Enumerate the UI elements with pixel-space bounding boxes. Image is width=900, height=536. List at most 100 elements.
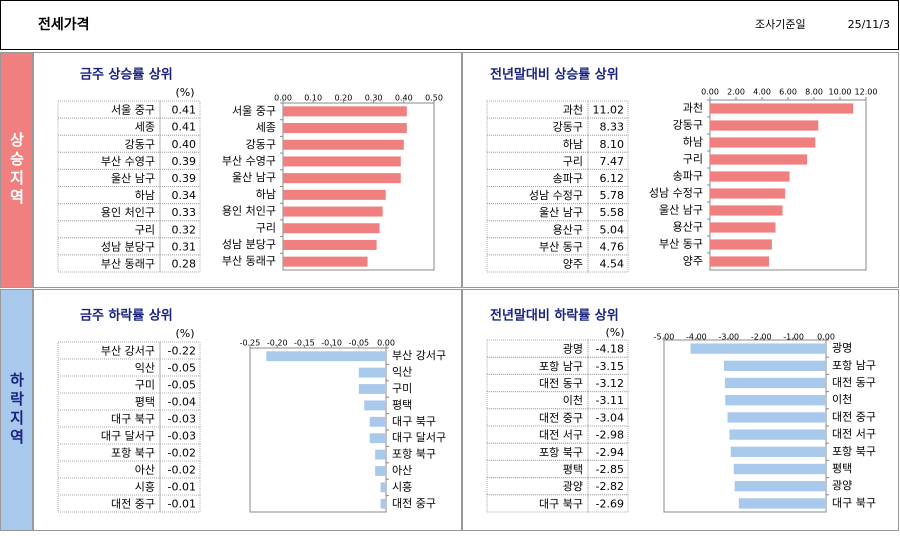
table-cell xyxy=(587,100,629,119)
table-value: 0.31 xyxy=(172,240,197,253)
category-label: 용인 처인구 xyxy=(222,205,276,218)
header-box xyxy=(0,0,899,50)
bar xyxy=(710,205,783,216)
table-region: 과천 xyxy=(563,103,583,117)
table-value: 6.12 xyxy=(600,172,625,185)
table-cell xyxy=(587,442,629,461)
table-region: 대전 중구 xyxy=(111,498,155,511)
panel xyxy=(462,289,899,531)
category-label: 구리 xyxy=(683,153,703,166)
chart-title: 금주 하락률 상위 xyxy=(80,308,173,324)
table-value: 0.32 xyxy=(172,223,197,236)
bar xyxy=(380,498,386,509)
x-tick-label: 12.00 xyxy=(855,88,878,97)
x-tick-label: 0.10 xyxy=(304,94,322,103)
unit-label: (%) xyxy=(175,327,194,340)
table-cell xyxy=(587,391,629,410)
table-region: 부산 강서구 xyxy=(101,345,155,358)
table-cell xyxy=(587,356,629,375)
bar xyxy=(283,173,401,184)
table-region: 광양 xyxy=(563,480,583,493)
table-region: 구리 xyxy=(135,223,155,236)
table-value: -2.82 xyxy=(596,480,624,493)
category-label: 부산 동래구 xyxy=(222,255,276,268)
category-label: 세종 xyxy=(256,121,276,134)
table-value: 5.78 xyxy=(600,189,625,202)
table-cell xyxy=(57,254,161,273)
bar xyxy=(729,429,826,440)
category-label: 구리 xyxy=(256,221,276,234)
x-tick-label: 0.00 xyxy=(701,88,719,97)
bar xyxy=(266,351,386,362)
table-region: 대구 북구 xyxy=(111,413,155,426)
bar xyxy=(690,343,826,354)
table-cell xyxy=(159,494,201,513)
x-tick-label: 8.00 xyxy=(805,88,823,97)
category-label: 강동구 xyxy=(673,119,703,132)
table-region: 구리 xyxy=(563,155,583,168)
table-value: 0.41 xyxy=(172,104,197,117)
x-tick-label: 0.00 xyxy=(274,94,292,103)
table-region: 용산구 xyxy=(553,223,583,236)
table-cell xyxy=(159,186,201,205)
section-label: 상승지역 xyxy=(8,132,26,208)
bar xyxy=(738,498,826,509)
table-cell xyxy=(587,117,629,136)
bar xyxy=(723,360,826,371)
bar xyxy=(733,463,826,475)
table-value: -0.03 xyxy=(168,413,196,426)
table-region: 시흥 xyxy=(135,480,155,494)
table-value: -3.15 xyxy=(596,360,624,373)
category-label: 울산 남구 xyxy=(232,171,276,184)
table-value: -0.04 xyxy=(168,396,196,409)
table-cell xyxy=(587,203,629,222)
x-tick-label: 6.00 xyxy=(779,88,797,97)
table-value: -0.02 xyxy=(168,447,196,460)
table-cell xyxy=(486,254,589,273)
x-tick-label: 0.20 xyxy=(334,94,352,103)
table-cell xyxy=(587,459,629,479)
table-cell xyxy=(587,134,629,153)
panel xyxy=(462,52,899,288)
table-region: 하남 xyxy=(135,188,155,202)
table-cell xyxy=(587,339,629,358)
side-band-up xyxy=(0,52,33,288)
table-cell xyxy=(159,168,201,187)
table-value: -0.05 xyxy=(168,379,196,392)
category-label: 구미 xyxy=(392,382,412,395)
x-tick-label: -0.15 xyxy=(294,339,315,348)
category-label: 평택 xyxy=(832,462,852,475)
table-value: 0.34 xyxy=(172,189,197,202)
table-region: 서울 중구 xyxy=(111,104,155,117)
bar xyxy=(375,466,386,476)
bar xyxy=(710,171,790,182)
table-value: 8.33 xyxy=(600,121,625,134)
table-value: 0.39 xyxy=(172,172,197,185)
category-label: 익산 xyxy=(392,366,412,379)
bar xyxy=(283,206,383,217)
table-cell xyxy=(587,254,629,273)
table-value: 0.39 xyxy=(172,155,197,168)
table-cell xyxy=(587,186,629,205)
x-tick-label: 0.50 xyxy=(425,94,443,103)
category-label: 울산 남구 xyxy=(659,204,703,217)
bar xyxy=(710,103,854,114)
table-cell xyxy=(587,408,629,427)
side-band-down xyxy=(0,289,33,531)
table-region: 용인 처인구 xyxy=(101,206,155,219)
table-value: -0.01 xyxy=(168,498,196,511)
table-cell xyxy=(587,151,629,170)
table-region: 양주 xyxy=(563,257,583,270)
table-value: 7.47 xyxy=(600,155,625,168)
x-tick-label: -0.25 xyxy=(240,339,261,348)
category-label: 부산 수영구 xyxy=(222,154,276,167)
table-region: 성남 분당구 xyxy=(101,240,155,253)
bar xyxy=(710,188,786,199)
table-region: 세종 xyxy=(135,121,155,134)
table-cell xyxy=(486,494,589,513)
table-region: 강동구 xyxy=(553,121,583,134)
bar xyxy=(369,433,386,444)
table-cell xyxy=(159,203,201,222)
table-value: -2.98 xyxy=(596,429,624,442)
table-value: -3.11 xyxy=(596,394,624,407)
